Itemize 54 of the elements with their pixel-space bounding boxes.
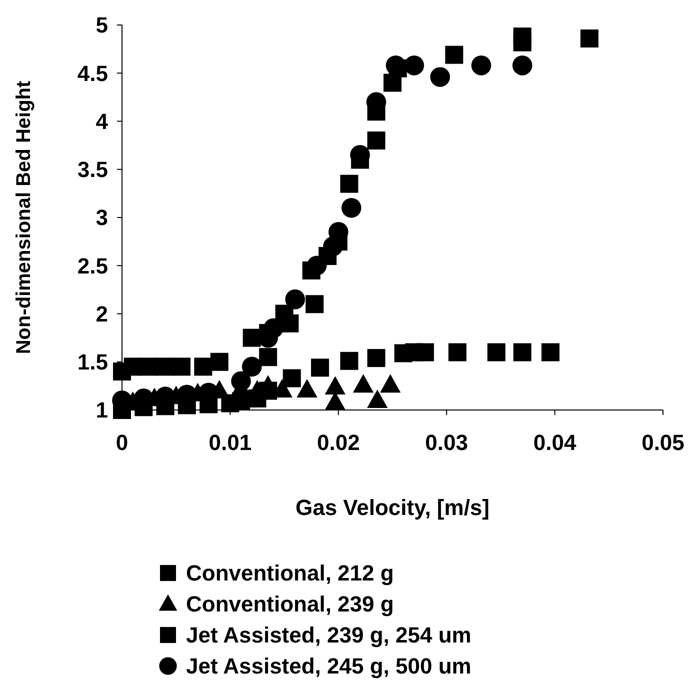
x-axis-title: Gas Velocity, [m/s] [295,495,490,520]
point [541,343,560,362]
legend-label: Jet Assisted, 239 g, 254 um [186,622,472,648]
y-tick-label: 2.5 [77,253,108,278]
point [296,378,318,398]
point [416,343,434,362]
point [352,374,374,393]
point [367,349,386,368]
x-tick-label: 0.04 [533,430,577,455]
x-tick-label: 0 [116,430,128,455]
point [512,56,532,76]
point [445,46,464,64]
point [210,352,228,371]
point [242,356,262,377]
legend-label: Conventional, 212 g [186,560,394,586]
point [513,343,532,362]
x-tick-label: 0.03 [425,430,468,455]
point [340,352,358,370]
y-tick-label: 4.5 [77,60,108,86]
point [404,56,424,76]
point [448,343,466,362]
x-tick-label: 0.01 [208,430,252,455]
point [282,369,301,388]
point [285,289,306,310]
legend-label: Jet Assisted, 245 g, 500 um [186,654,472,679]
point [367,132,386,150]
point [306,295,324,314]
point [580,29,598,48]
point [311,358,330,377]
point [264,318,284,338]
x-tick-label: 0.02 [316,430,360,455]
point [471,56,492,76]
y-tick-label: 3 [96,205,108,230]
point [306,256,327,276]
point [430,67,450,87]
y-tick-label: 3.5 [77,157,108,182]
point [487,343,506,362]
point [340,174,358,193]
point [380,374,401,393]
point [367,390,388,408]
point [513,33,532,52]
point [259,348,278,366]
y-axis-title: Non-dimensional Bed Height [13,80,35,354]
y-tick-label: 4 [96,108,109,134]
point [172,358,191,376]
y-tick-label: 1.5 [77,350,108,375]
point [194,358,212,376]
y-tick-label: 5 [96,12,108,38]
legend-label: Conventional, 239 g [186,592,394,617]
y-tick-label: 1 [96,398,108,423]
point [324,376,346,395]
x-tick-label: 0.05 [642,430,684,455]
point [341,198,362,218]
y-tick-label: 2 [96,301,108,326]
